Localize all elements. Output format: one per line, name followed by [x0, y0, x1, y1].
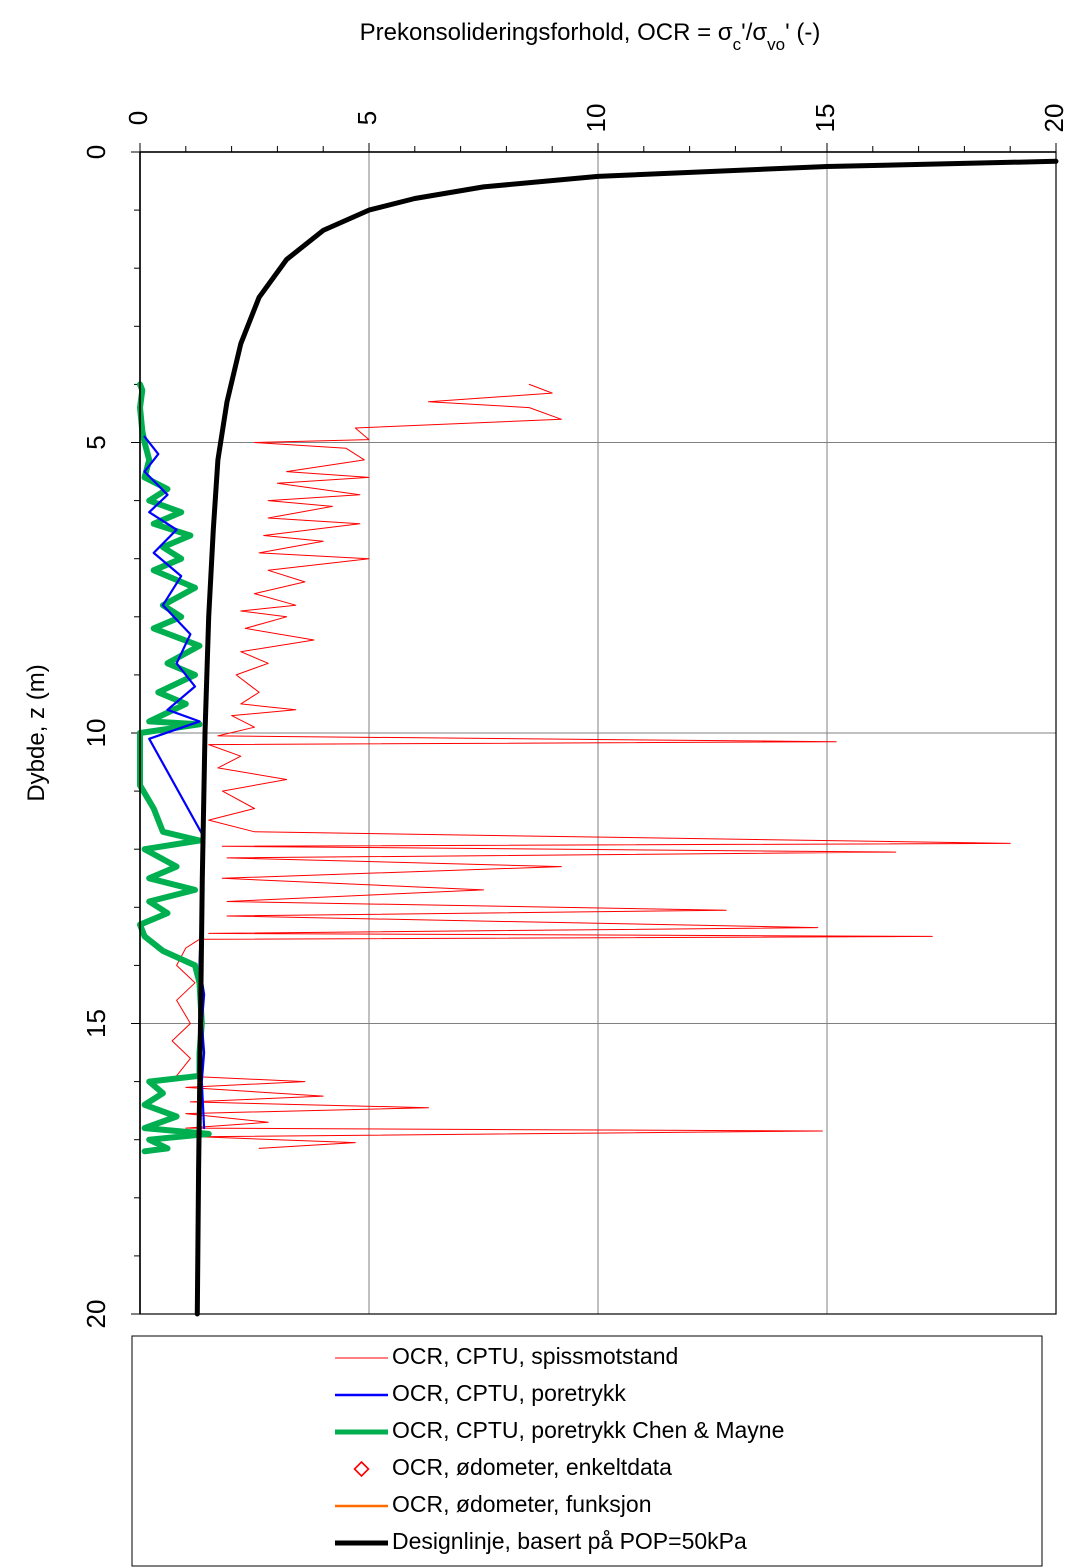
- legend-entry-0: OCR, CPTU, spissmotstand: [335, 1343, 678, 1369]
- y-tick-label-2: 10: [81, 719, 111, 748]
- legend-label-2: OCR, CPTU, poretrykk Chen & Mayne: [392, 1417, 784, 1443]
- legend: OCR, CPTU, spissmotstand OCR, CPTU, poret…: [131, 1335, 1043, 1567]
- grid-lines: [140, 152, 1056, 1314]
- axis-ticks: 0 5 10 15 20 0 5 10 15 20: [81, 104, 1069, 1329]
- y-axis-title: Dybde, z (m): [23, 664, 50, 801]
- legend-entry-3: OCR, ødometer, enkeltdata: [353, 1454, 672, 1480]
- title-mid: '/σ: [741, 19, 767, 46]
- series-line-5: [194, 158, 1059, 1317]
- legend-entry-2: OCR, CPTU, poretrykk Chen & Mayne: [335, 1417, 784, 1443]
- legend-label-0: OCR, CPTU, spissmotstand: [392, 1343, 678, 1369]
- plot-frame: [139, 151, 1057, 1315]
- x-tick-label-1: 5: [352, 111, 382, 125]
- legend-entry-4: OCR, ødometer, funksjon: [335, 1491, 652, 1517]
- title-sub2: vo: [767, 35, 785, 54]
- x-tick-label-4: 20: [1039, 104, 1069, 133]
- legend-entry-1: OCR, CPTU, poretrykk: [335, 1380, 626, 1406]
- legend-box: [131, 1335, 1043, 1567]
- x-tick-label-0: 0: [123, 111, 153, 125]
- svg-text:Prekonsolideringsforhold, OCR: Prekonsolideringsforhold, OCR = σc'/σvo'…: [360, 19, 821, 54]
- legend-label-5: Designlinje, basert på POP=50kPa: [392, 1528, 747, 1554]
- x-tick-label-2: 10: [581, 104, 611, 133]
- x-tick-label-3: 15: [810, 104, 840, 133]
- chart-title: Prekonsolideringsforhold, OCR = σc'/σvo'…: [360, 19, 821, 54]
- y-tick-label-4: 20: [81, 1300, 111, 1329]
- legend-entry-5: Designlinje, basert på POP=50kPa: [335, 1528, 747, 1554]
- title-sub1: c: [733, 35, 742, 54]
- title-end: ' (-): [785, 19, 820, 46]
- series-line-0: [171, 383, 1011, 1149]
- legend-label-4: OCR, ødometer, funksjon: [392, 1491, 652, 1517]
- y-tick-label-0: 0: [81, 145, 111, 159]
- legend-label-3: OCR, ødometer, enkeltdata: [392, 1454, 672, 1480]
- y-tick-label-3: 15: [81, 1009, 111, 1038]
- legend-symbol-diamond: [353, 1460, 370, 1478]
- y-tick-label-1: 5: [81, 435, 111, 449]
- title-main: Prekonsolideringsforhold, OCR = σ: [360, 19, 733, 46]
- legend-label-1: OCR, CPTU, poretrykk: [392, 1380, 626, 1406]
